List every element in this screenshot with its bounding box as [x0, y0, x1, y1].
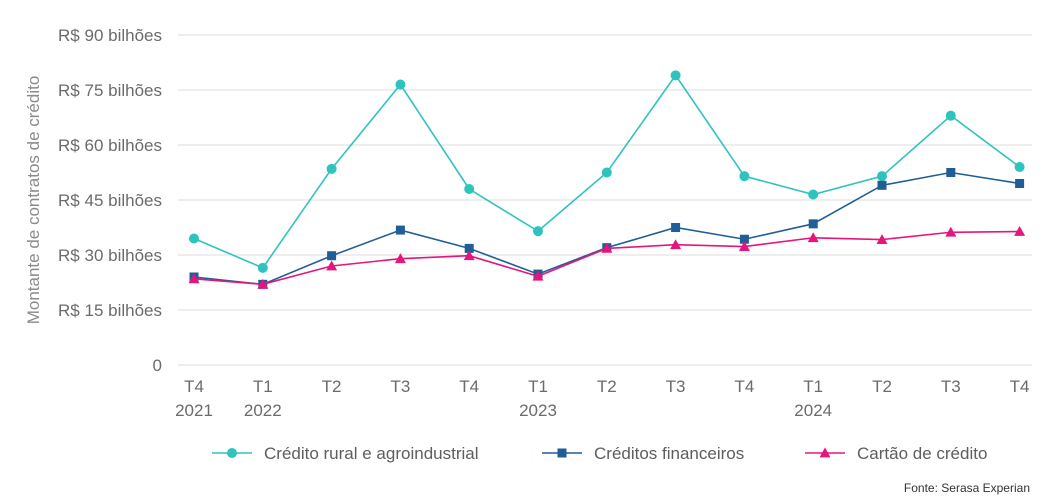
x-tick-label: T2: [597, 377, 617, 396]
data-point: [1015, 179, 1025, 188]
data-point: [463, 250, 475, 261]
data-point: [671, 223, 681, 232]
data-point: [394, 253, 406, 264]
x-tick-year-label: 2022: [244, 401, 282, 420]
x-tick-label: T4: [184, 377, 204, 396]
data-point: [1014, 162, 1025, 172]
data-point: [188, 273, 200, 284]
y-tick-label: R$ 60 bilhões: [58, 136, 162, 155]
data-point: [807, 232, 819, 243]
x-tick-label: T4: [459, 377, 479, 396]
series-3: [188, 226, 1026, 289]
legend: Crédito rural e agroindustrial Créditos f…: [212, 444, 987, 463]
y-tick-label: R$ 15 bilhões: [58, 301, 162, 320]
x-tick-label: T4: [734, 377, 754, 396]
data-point: [808, 219, 818, 229]
data-point: [257, 278, 269, 289]
gridlines: [178, 34, 1032, 366]
legend-marker: [557, 448, 567, 458]
data-point: [464, 243, 474, 253]
x-tick-label: T1: [803, 377, 823, 396]
data-point: [532, 270, 544, 281]
x-tick-label: T3: [666, 377, 686, 396]
series-lines: [188, 70, 1026, 289]
legend-marker: [227, 448, 237, 458]
data-point: [877, 171, 887, 182]
data-point: [395, 79, 406, 90]
legend-item: Créditos financeiros: [542, 444, 744, 463]
legend-label: Crédito rural e agroindustrial: [264, 444, 479, 463]
data-point: [326, 260, 338, 271]
x-tick-year-label: 2021: [175, 401, 213, 420]
x-tick-label: T3: [941, 377, 961, 396]
x-tick-label: T3: [390, 377, 410, 396]
data-point: [533, 226, 543, 237]
data-point: [464, 184, 475, 194]
y-tick-label: R$ 45 bilhões: [58, 191, 162, 210]
data-point: [327, 251, 337, 261]
x-tick-label: T1: [253, 377, 273, 396]
x-tick-label: T2: [872, 377, 892, 396]
y-tick-label: R$ 75 bilhões: [58, 81, 162, 100]
legend-marker: [819, 447, 831, 458]
data-point: [601, 167, 612, 178]
data-point: [1014, 226, 1026, 236]
data-point: [877, 180, 887, 190]
data-point: [326, 163, 337, 174]
x-tick-year-label: 2023: [519, 401, 557, 420]
data-point: [257, 262, 268, 273]
data-point: [739, 234, 749, 244]
legend-item: Crédito rural e agroindustrial: [212, 444, 479, 463]
data-point: [738, 241, 750, 251]
x-axis-ticks: T4 2021 T1 2022 T2 T3 T4 T1 2023 T2 T3 T4 T1 2024 T2 T3…: [175, 377, 1029, 420]
series-1: [189, 70, 1025, 273]
data-point: [601, 242, 613, 253]
y-axis-label: Montante de contratos de crédito: [24, 76, 43, 325]
y-tick-label: 0: [153, 356, 162, 375]
data-point: [670, 239, 682, 250]
y-tick-label: R$ 90 bilhões: [58, 26, 162, 45]
x-tick-label: T1: [528, 377, 548, 396]
data-point: [739, 171, 750, 182]
legend-item: Cartão de crédito: [805, 444, 987, 463]
data-point: [945, 226, 957, 237]
legend-label: Créditos financeiros: [594, 444, 744, 463]
y-tick-label: R$ 30 bilhões: [58, 246, 162, 265]
source-note: Fonte: Serasa Experian: [904, 481, 1030, 495]
data-point: [670, 70, 681, 81]
data-point: [189, 233, 199, 244]
data-point: [945, 110, 956, 121]
y-axis-ticks: 0 R$ 15 bilhões R$ 30 bilhões R$ 45 bilhões…: [58, 26, 162, 375]
data-point: [946, 168, 956, 177]
data-point: [808, 189, 819, 200]
series-line: [193, 230, 1020, 286]
x-tick-year-label: 2024: [794, 401, 832, 420]
x-tick-label: T2: [322, 377, 342, 396]
data-point: [395, 225, 405, 235]
legend-label: Cartão de crédito: [857, 444, 987, 463]
x-tick-label: T4: [1010, 377, 1030, 396]
data-point: [876, 234, 888, 244]
